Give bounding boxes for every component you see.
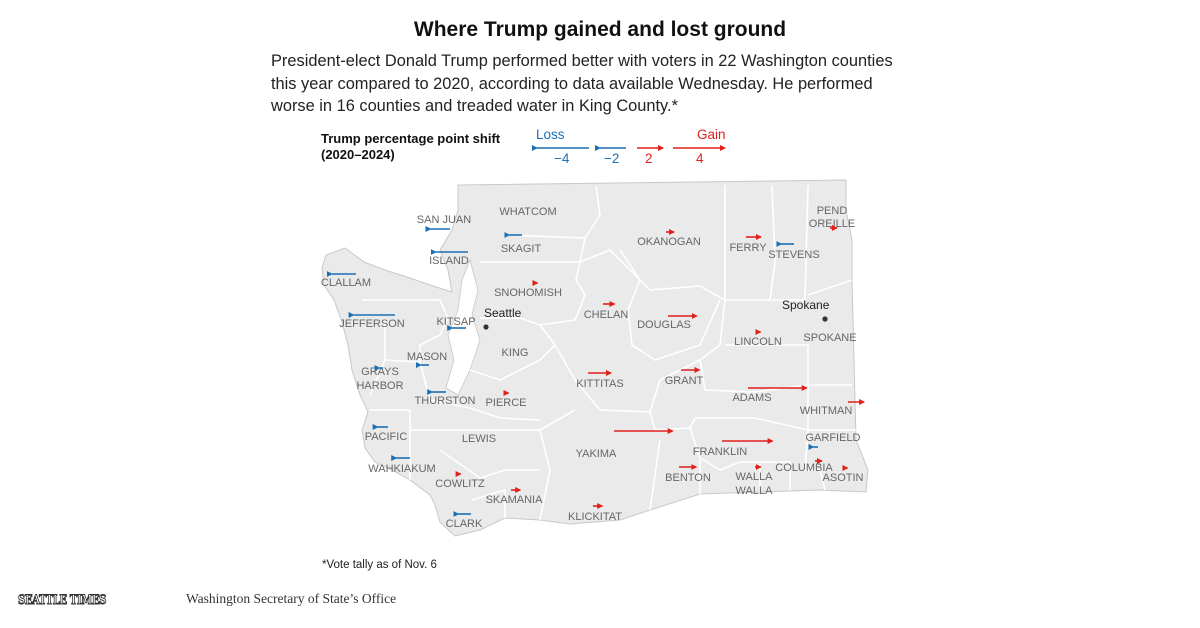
legend-title-line2: (2020–2024) — [321, 147, 395, 162]
county-label-kitsap: KITSAP — [436, 316, 475, 328]
city-label-seattle: Seattle — [484, 306, 522, 320]
shift-arrows — [326, 225, 866, 517]
chart-subtitle: President-elect Donald Trump performed b… — [271, 52, 893, 115]
source-credit: Washington Secretary of State’s Office — [186, 591, 397, 606]
county-label-clark: CLARK — [446, 518, 483, 530]
legend-value-2: 2 — [645, 151, 653, 166]
county-label-skagit: SKAGIT — [501, 243, 542, 255]
county-label-lincoln: LINCOLN — [734, 336, 782, 348]
county-label-asotin: ASOTIN — [823, 472, 864, 484]
county-label-pacific: PACIFIC — [365, 431, 408, 443]
county-label-wahkiakum: WAHKIAKUM — [368, 463, 435, 475]
legend-title-line1: Trump percentage point shift — [321, 131, 501, 146]
county-label-san-juan: SAN JUAN — [417, 214, 471, 226]
state-outline — [321, 179, 869, 537]
county-label-okanogan: OKANOGAN — [637, 236, 701, 248]
county-label-jefferson: JEFFERSON — [339, 318, 404, 330]
county-label-columbia: COLUMBIA — [775, 462, 833, 474]
chart-title: Where Trump gained and lost ground — [413, 18, 787, 41]
county-label-benton: BENTON — [665, 472, 711, 484]
county-label-grays-harbor: GRAYS HARBOR — [356, 366, 403, 392]
county-label-king: KING — [502, 347, 529, 359]
county-label-pierce: PIERCE — [486, 397, 527, 409]
city-label-spokane: Spokane — [782, 298, 830, 312]
county-label-island: ISLAND — [429, 255, 469, 267]
legend-value-4: 4 — [696, 151, 704, 166]
seattle-times-logo: SEATTLE TIMES — [18, 593, 107, 609]
county-label-chelan: CHELAN — [584, 309, 629, 321]
county-label-yakima: YAKIMA — [576, 448, 617, 460]
city-dot-seattle — [483, 324, 489, 330]
city-markers: Seattle Spokane — [483, 298, 830, 330]
county-labels: WHATCOM SAN JUAN SKAGIT OKANOGAN FERRYSTEVEN… — [321, 205, 864, 530]
county-label-mason: MASON — [407, 351, 447, 363]
county-label-skamania: SKAMANIA — [486, 494, 544, 506]
county-label-lewis: LEWIS — [462, 433, 496, 445]
county-label-thurston: THURSTON — [415, 395, 476, 407]
county-label-grant: GRANT — [665, 375, 704, 387]
county-label-stevens: STEVENS — [768, 249, 819, 261]
county-label-douglas: DOUGLAS — [637, 319, 691, 331]
legend-title: Trump percentage point shift (2020–2024) — [321, 131, 541, 163]
state-land — [321, 179, 869, 537]
legend-value-minus4: −4 — [554, 151, 570, 166]
legend-loss-label: Loss — [536, 127, 565, 142]
footnote: *Vote tally as of Nov. 6 — [322, 559, 437, 571]
county-label-kittitas: KITTITAS — [576, 378, 623, 390]
city-dot-spokane — [822, 316, 828, 322]
county-label-walla-walla: WALLA WALLA — [736, 471, 774, 497]
county-label-snohomish: SNOHOMISH — [494, 287, 562, 299]
county-label-clallam: CLALLAM — [321, 277, 371, 289]
county-label-whatcom: WHATCOM — [499, 206, 556, 218]
legend-gain-label: Gain — [697, 127, 726, 142]
county-label-franklin: FRANKLIN — [693, 446, 747, 458]
county-label-garfield: GARFIELD — [805, 432, 860, 444]
legend-value-minus2: −2 — [604, 151, 620, 166]
county-label-klickitat: KLICKITAT — [568, 511, 622, 523]
county-borders — [362, 184, 856, 521]
county-label-pend-oreille: PEND OREILLE — [809, 205, 855, 230]
county-label-whitman: WHITMAN — [800, 405, 853, 417]
county-label-spokane: SPOKANE — [803, 332, 856, 344]
county-label-adams: ADAMS — [732, 392, 771, 404]
county-label-ferry: FERRY — [729, 242, 767, 254]
county-label-cowlitz: COWLITZ — [435, 478, 485, 490]
